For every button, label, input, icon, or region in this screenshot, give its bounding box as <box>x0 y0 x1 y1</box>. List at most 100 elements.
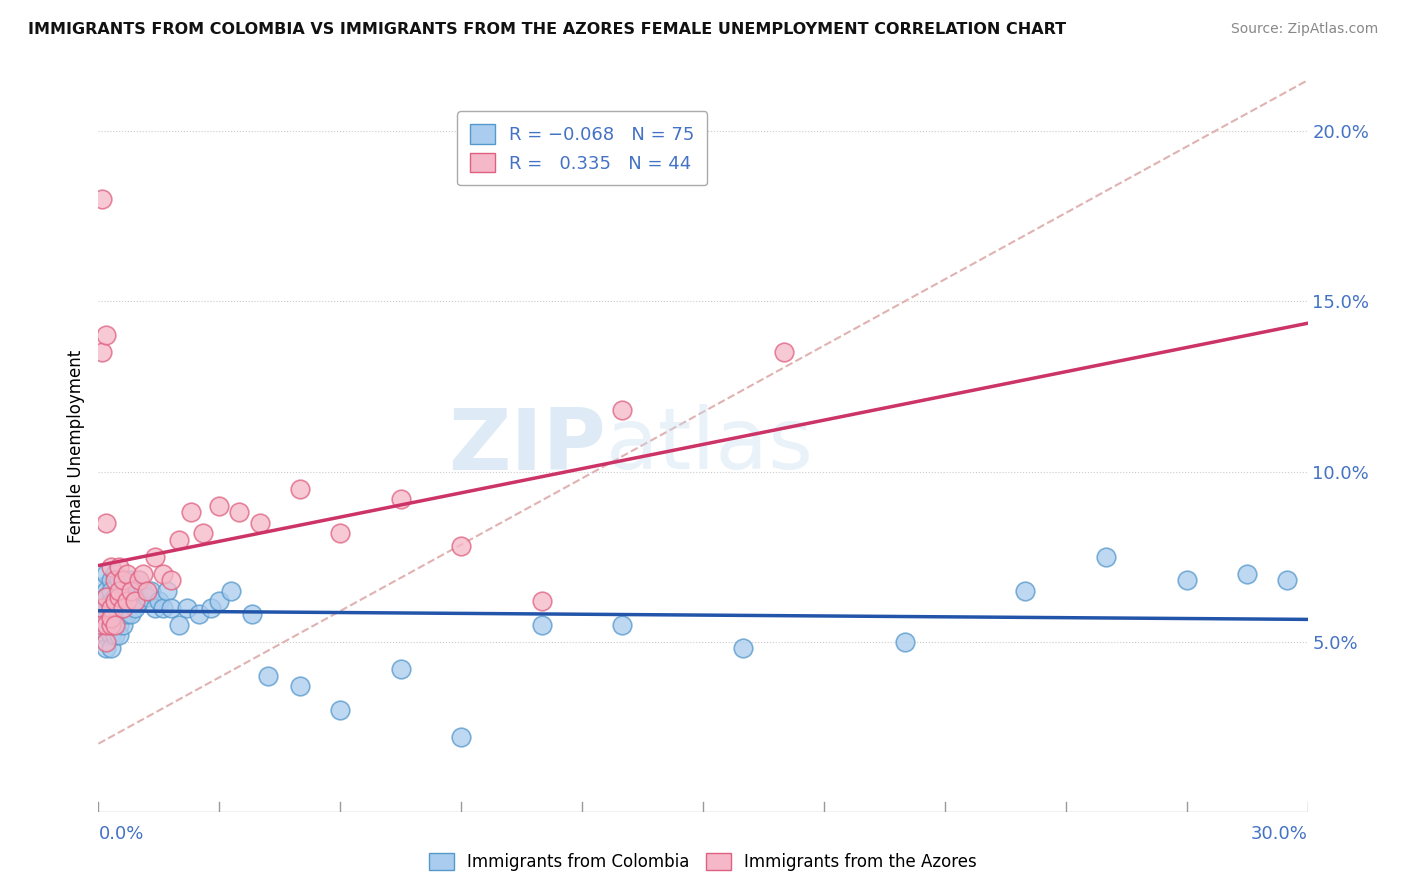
Point <box>107 607 129 622</box>
Point <box>103 628 125 642</box>
Point <box>111 574 134 588</box>
Point <box>103 600 125 615</box>
Point <box>193 525 215 540</box>
Point <box>256 668 278 682</box>
Point <box>1277 574 1299 588</box>
Point <box>893 634 915 648</box>
Point <box>100 607 122 622</box>
Point <box>96 516 118 530</box>
Point <box>450 730 472 744</box>
Point <box>96 600 118 615</box>
Point <box>221 583 243 598</box>
Point <box>107 591 129 605</box>
Point <box>100 559 122 574</box>
Point <box>288 679 311 693</box>
Point <box>139 583 162 598</box>
Point <box>1014 583 1036 598</box>
Point <box>228 505 250 519</box>
Point <box>107 617 129 632</box>
Point <box>103 566 125 581</box>
Point <box>96 591 118 605</box>
Point <box>111 600 134 615</box>
Point <box>180 505 202 519</box>
Point <box>530 594 553 608</box>
Point <box>103 574 125 588</box>
Point <box>107 594 129 608</box>
Point <box>530 617 553 632</box>
Point <box>389 491 412 506</box>
Point <box>107 559 129 574</box>
Point <box>160 600 183 615</box>
Point <box>128 574 150 588</box>
Point <box>91 617 114 632</box>
Point <box>124 594 146 608</box>
Point <box>135 591 157 605</box>
Point <box>152 566 174 581</box>
Point <box>115 594 138 608</box>
Point <box>240 607 263 622</box>
Point <box>152 600 174 615</box>
Point <box>389 662 412 676</box>
Point <box>111 594 134 608</box>
Point <box>96 607 118 622</box>
Point <box>96 617 118 632</box>
Point <box>91 345 114 359</box>
Point <box>91 600 114 615</box>
Point <box>96 617 118 632</box>
Point <box>103 594 125 608</box>
Point <box>115 594 138 608</box>
Point <box>96 611 118 625</box>
Point <box>772 345 794 359</box>
Point <box>100 600 122 615</box>
Point <box>132 566 155 581</box>
Point <box>111 617 134 632</box>
Point <box>143 549 166 564</box>
Point <box>148 594 170 608</box>
Point <box>111 576 134 591</box>
Point <box>100 583 122 598</box>
Point <box>120 594 142 608</box>
Point <box>100 594 122 608</box>
Point <box>612 403 634 417</box>
Point <box>103 607 125 622</box>
Point <box>288 482 311 496</box>
Point <box>208 594 231 608</box>
Point <box>91 594 114 608</box>
Point <box>450 540 472 554</box>
Point <box>96 583 118 598</box>
Point <box>91 192 114 206</box>
Point <box>115 566 138 581</box>
Text: ZIP: ZIP <box>449 404 606 488</box>
Point <box>733 641 755 656</box>
Point <box>91 621 114 635</box>
Point <box>111 607 134 622</box>
Point <box>91 580 114 594</box>
Point <box>329 525 352 540</box>
Point <box>91 611 114 625</box>
Point <box>120 583 142 598</box>
Point <box>1175 574 1198 588</box>
Point <box>96 591 118 605</box>
Point <box>100 600 122 615</box>
Legend: R = −0.068   N = 75, R =   0.335   N = 44: R = −0.068 N = 75, R = 0.335 N = 44 <box>457 112 707 186</box>
Point <box>115 607 138 622</box>
Point <box>96 641 118 656</box>
Point <box>132 583 155 598</box>
Point <box>91 600 114 615</box>
Point <box>249 516 271 530</box>
Text: IMMIGRANTS FROM COLOMBIA VS IMMIGRANTS FROM THE AZORES FEMALE UNEMPLOYMENT CORRE: IMMIGRANTS FROM COLOMBIA VS IMMIGRANTS F… <box>28 22 1066 37</box>
Point <box>188 607 211 622</box>
Point <box>176 600 198 615</box>
Point <box>135 583 157 598</box>
Point <box>208 499 231 513</box>
Point <box>128 574 150 588</box>
Point <box>143 600 166 615</box>
Point <box>100 628 122 642</box>
Point <box>120 607 142 622</box>
Text: atlas: atlas <box>606 404 814 488</box>
Point <box>156 583 179 598</box>
Point <box>120 574 142 588</box>
Text: 30.0%: 30.0% <box>1251 825 1308 843</box>
Point <box>96 628 118 642</box>
Point <box>167 533 190 547</box>
